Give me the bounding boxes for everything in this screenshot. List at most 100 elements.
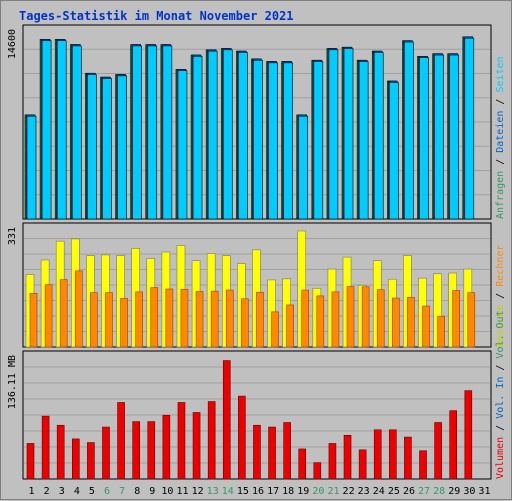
y-max-label-middle: 331 xyxy=(7,227,18,245)
bar-volumen-day-6 xyxy=(102,426,110,480)
bar-rechner-day-18 xyxy=(286,304,294,348)
legend-item-besuche: Besuche xyxy=(495,305,506,347)
x-tick-day-22: 22 xyxy=(343,486,355,497)
bar-seiten-day-22 xyxy=(343,48,354,220)
bar-rechner-day-29 xyxy=(452,290,461,348)
bar-seiten-day-18 xyxy=(283,62,293,220)
bar-volumen-day-14 xyxy=(222,360,231,480)
bar-rechner-day-3 xyxy=(59,279,68,348)
bar-volumen-day-5 xyxy=(87,442,95,480)
x-tick-day-17: 17 xyxy=(267,486,279,497)
bar-seiten-day-8 xyxy=(132,45,142,220)
legend-top: Anfragen / Dateien / Seiten xyxy=(495,56,506,219)
bar-seiten-day-20 xyxy=(313,61,324,220)
legend-item-volumen: Volumen xyxy=(495,437,506,479)
bar-volumen-day-11 xyxy=(177,402,186,480)
legend-separator: / xyxy=(495,93,506,111)
bar-seiten-day-19 xyxy=(298,115,309,220)
bar-seiten-day-9 xyxy=(147,45,158,220)
y-max-label-bottom: 136.11 MB xyxy=(7,355,18,409)
bar-volumen-day-2 xyxy=(41,415,50,480)
legend-item-anfragen: Anfragen xyxy=(495,171,506,219)
x-tick-day-4: 4 xyxy=(74,486,80,497)
bar-volumen-day-17 xyxy=(268,426,276,480)
bar-rechner-day-15 xyxy=(241,298,249,348)
bar-volumen-day-29 xyxy=(449,410,458,480)
bar-rechner-day-1 xyxy=(29,293,38,348)
x-tick-day-14: 14 xyxy=(222,486,234,497)
x-tick-day-25: 25 xyxy=(388,486,400,497)
bar-rechner-day-23 xyxy=(361,286,370,348)
bar-rechner-day-5 xyxy=(90,292,98,348)
bar-rechner-day-13 xyxy=(210,290,219,348)
x-tick-day-31: 31 xyxy=(478,486,490,497)
legend-separator: / xyxy=(495,359,506,377)
bar-volumen-day-8 xyxy=(132,421,140,480)
bar-seiten-day-21 xyxy=(328,49,339,220)
x-tick-day-15: 15 xyxy=(237,486,249,497)
x-tick-day-20: 20 xyxy=(312,486,324,497)
bar-rechner-day-12 xyxy=(195,291,204,348)
bar-rechner-day-26 xyxy=(407,297,415,348)
x-tick-day-28: 28 xyxy=(433,486,445,497)
bar-rechner-day-20 xyxy=(316,295,325,348)
bar-seiten-day-5 xyxy=(87,74,97,220)
x-tick-day-13: 13 xyxy=(207,486,219,497)
bar-seiten-day-13 xyxy=(207,50,218,220)
bar-volumen-day-10 xyxy=(162,414,171,480)
x-tick-day-1: 1 xyxy=(29,486,35,497)
bar-rechner-day-22 xyxy=(346,286,355,348)
legend-separator: / xyxy=(495,153,506,171)
bar-rechner-day-14 xyxy=(225,289,234,348)
bar-rechner-day-2 xyxy=(44,284,53,348)
bar-volumen-day-18 xyxy=(283,422,291,480)
x-tick-day-9: 9 xyxy=(149,486,155,497)
x-tick-day-29: 29 xyxy=(448,486,460,497)
bar-volumen-day-19 xyxy=(298,448,307,480)
bar-seiten-day-30 xyxy=(464,37,475,220)
bar-rechner-day-8 xyxy=(135,291,143,348)
bar-rechner-day-11 xyxy=(180,289,189,348)
bar-seiten-day-7 xyxy=(117,75,127,220)
legend-item-rechner: Rechner xyxy=(495,245,506,287)
bar-rechner-day-30 xyxy=(467,292,476,348)
bar-seiten-day-24 xyxy=(373,52,384,220)
bar-seiten-day-4 xyxy=(71,45,82,220)
bar-volumen-day-26 xyxy=(404,436,412,480)
bar-rechner-day-4 xyxy=(74,270,83,348)
bar-volumen-day-16 xyxy=(253,424,261,480)
x-tick-day-11: 11 xyxy=(176,486,188,497)
bar-seiten-day-16 xyxy=(253,59,263,220)
bar-rechner-day-27 xyxy=(422,305,430,348)
bar-rechner-day-7 xyxy=(120,298,128,348)
x-tick-day-26: 26 xyxy=(403,486,415,497)
y-max-label-top: 14600 xyxy=(7,29,18,59)
bar-seiten-day-27 xyxy=(419,57,429,220)
bar-seiten-day-3 xyxy=(56,40,67,220)
x-tick-day-24: 24 xyxy=(373,486,385,497)
bar-rechner-day-28 xyxy=(437,315,445,348)
x-tick-day-19: 19 xyxy=(297,486,309,497)
x-tick-day-2: 2 xyxy=(44,486,50,497)
legend-item-dateien: Dateien xyxy=(495,111,506,153)
bar-seiten-day-14 xyxy=(222,49,233,220)
bar-rechner-day-17 xyxy=(271,311,279,348)
bar-seiten-day-15 xyxy=(238,52,248,220)
bar-volumen-day-9 xyxy=(147,421,156,480)
bar-seiten-day-11 xyxy=(177,70,188,220)
bar-rechner-day-9 xyxy=(150,287,159,348)
legend-separator: / xyxy=(495,287,506,305)
bar-rechner-day-6 xyxy=(105,292,113,348)
x-tick-day-18: 18 xyxy=(282,486,294,497)
legend-item-vol-out: Vol. Out xyxy=(495,310,506,358)
chart-title: Tages-Statistik im Monat November 2021 xyxy=(19,9,294,23)
bar-volumen-day-4 xyxy=(71,438,80,480)
legend-bottom: Volumen / Vol. In / Vol. Out xyxy=(495,310,506,479)
bar-seiten-day-12 xyxy=(192,56,203,220)
bar-volumen-day-25 xyxy=(389,429,397,480)
bar-seiten-day-26 xyxy=(404,41,414,220)
bar-seiten-day-1 xyxy=(26,115,37,220)
x-tick-day-7: 7 xyxy=(119,486,125,497)
bar-seiten-day-25 xyxy=(389,82,399,220)
